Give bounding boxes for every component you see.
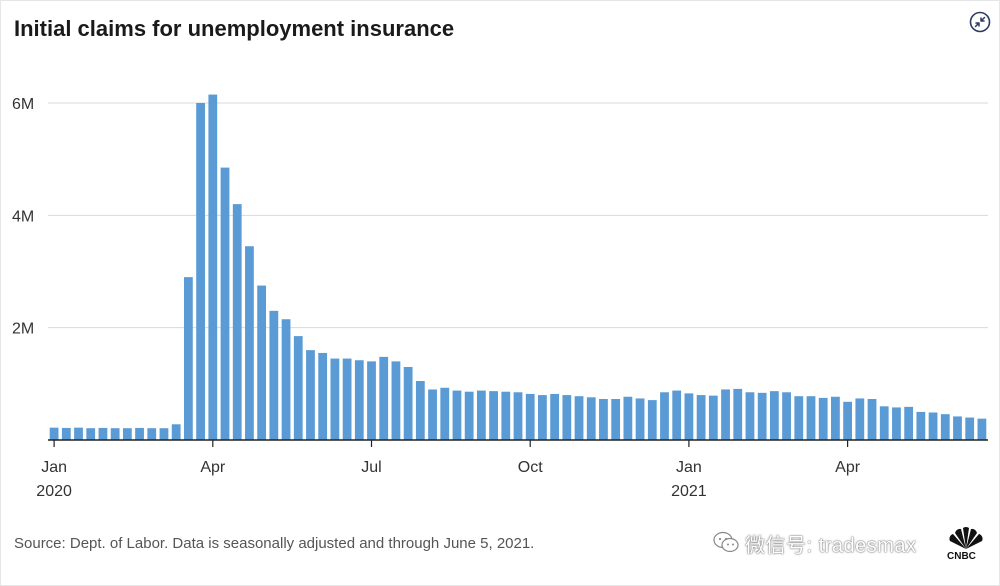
bar: [147, 428, 157, 440]
bar: [342, 358, 352, 440]
bar: [330, 358, 340, 440]
bar: [769, 391, 779, 440]
x-tick-label: Apr: [200, 459, 226, 476]
bar: [757, 392, 767, 440]
bar-chart: 2M 4M 6M Jan 2020 Apr Jul Oct Jan 2021 Apr: [12, 94, 988, 500]
bar: [208, 94, 218, 440]
bar: [867, 399, 877, 440]
bar: [977, 418, 987, 440]
bar: [183, 277, 193, 440]
x-tick-label: Apr: [835, 459, 861, 476]
bar: [86, 428, 96, 440]
bar: [232, 204, 242, 440]
bar: [428, 389, 437, 440]
bar: [940, 414, 950, 440]
y-tick-label: 4M: [12, 208, 34, 225]
cnbc-peacock-logo: [949, 527, 983, 549]
bar: [586, 397, 596, 440]
bar: [403, 366, 413, 440]
bar: [122, 428, 132, 440]
bar: [257, 285, 267, 440]
bar: [916, 411, 926, 440]
cnbc-wordmark: CNBC: [947, 551, 976, 562]
bar: [171, 424, 181, 440]
bar: [843, 401, 853, 440]
y-tick-label: 6M: [12, 96, 34, 113]
bar: [611, 399, 621, 440]
bar: [562, 395, 572, 440]
x-tick-year-label: 2021: [671, 483, 707, 500]
bar: [61, 427, 71, 440]
bar: [269, 310, 279, 440]
watermark-text: 微信号: tradesmax: [745, 535, 917, 557]
bar: [953, 416, 962, 440]
bar: [550, 393, 560, 440]
bar: [538, 395, 547, 440]
bar: [733, 388, 743, 440]
x-tick-year-label: 2020: [36, 483, 72, 500]
bar: [928, 412, 938, 440]
tick-labels: 2M 4M 6M Jan 2020 Apr Jul Oct Jan 2021 Apr: [12, 96, 861, 500]
bar: [623, 396, 633, 440]
bar: [49, 427, 59, 440]
bar: [831, 396, 840, 440]
bar: [721, 389, 730, 440]
bar: [452, 390, 462, 440]
x-axis: [48, 439, 988, 447]
bar: [904, 406, 914, 440]
bar: [513, 392, 523, 440]
bar: [574, 396, 584, 440]
bar: [745, 392, 755, 440]
bar: [391, 361, 401, 440]
bar: [74, 427, 83, 440]
x-tick-label: Jan: [41, 459, 67, 476]
bar: [440, 387, 450, 440]
bar: [135, 427, 144, 440]
bar: [684, 393, 694, 440]
bar: [708, 395, 718, 440]
x-tick-label: Jan: [676, 459, 702, 476]
bar: [196, 103, 205, 440]
bar: [318, 352, 328, 440]
bar-series: [49, 94, 987, 441]
bar: [489, 391, 498, 440]
bar: [855, 398, 865, 440]
bar: [696, 395, 706, 440]
bar: [501, 391, 511, 440]
bar: [782, 392, 791, 440]
x-tick-label: Oct: [518, 459, 543, 476]
y-tick-label: 2M: [12, 321, 34, 338]
bar: [159, 428, 169, 440]
bar: [660, 392, 669, 440]
bar: [354, 360, 364, 440]
bar: [525, 393, 535, 440]
x-tick-label: Jul: [361, 459, 381, 476]
bar: [818, 397, 828, 441]
bar: [110, 428, 120, 440]
collapse-icon[interactable]: [969, 11, 991, 33]
bar: [879, 406, 889, 440]
bar: [415, 381, 425, 440]
bar: [635, 398, 645, 440]
bar: [672, 390, 682, 440]
bar: [379, 356, 389, 440]
bar: [98, 427, 108, 440]
bar: [599, 399, 608, 440]
bar: [476, 390, 486, 440]
bar: [245, 246, 254, 440]
wechat-icon: [713, 531, 739, 553]
bar: [464, 391, 474, 440]
bar: [293, 336, 303, 440]
bar: [281, 319, 291, 440]
bar: [892, 407, 901, 440]
bar: [794, 396, 804, 440]
bar: [806, 396, 816, 440]
bar: [367, 361, 376, 440]
chart-title: Initial claims for unemployment insuranc…: [14, 16, 455, 41]
bar: [306, 350, 315, 440]
source-note: Source: Dept. of Labor. Data is seasonal…: [14, 535, 535, 552]
bar: [965, 417, 975, 440]
bar: [647, 400, 657, 440]
bar: [220, 167, 230, 440]
